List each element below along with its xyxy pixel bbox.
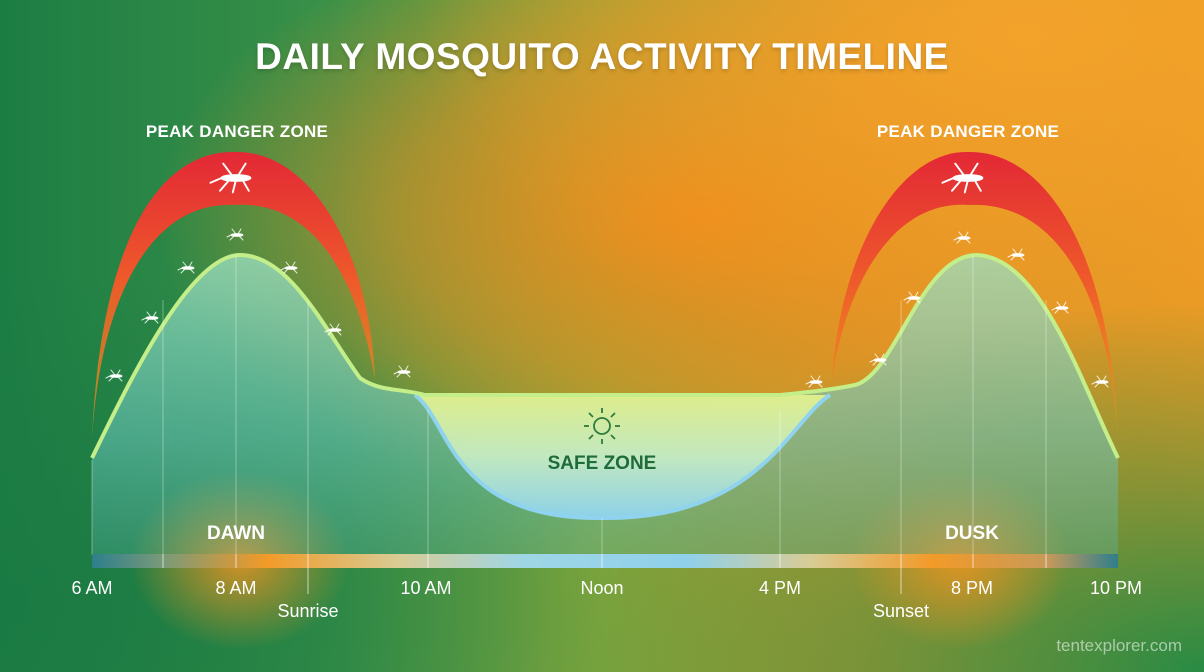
mosquito-icon bbox=[141, 311, 159, 324]
mosquito-icon bbox=[393, 365, 411, 378]
page-title: DAILY MOSQUITO ACTIVITY TIMELINE bbox=[255, 36, 949, 77]
safe-zone-label: SAFE ZONE bbox=[547, 453, 657, 474]
safe-basin bbox=[415, 395, 830, 519]
mosquito-icon bbox=[953, 231, 971, 244]
tick-label: 10 AM bbox=[400, 578, 452, 598]
tick-label: 6 AM bbox=[71, 578, 113, 598]
mosquito-icon bbox=[324, 323, 342, 336]
mosquito-icon bbox=[805, 375, 823, 388]
mosquito-icon bbox=[903, 291, 921, 304]
mosquito-icon bbox=[105, 369, 123, 382]
sunset-label: Sunset bbox=[872, 601, 930, 621]
watermark: tentexplorer.com bbox=[1056, 636, 1182, 655]
activity-curve bbox=[90, 253, 1120, 459]
dawn-label: DAWN bbox=[206, 523, 266, 544]
peak-danger-label-right: PEAK DANGER ZONE bbox=[876, 122, 1060, 141]
peak-danger-label-left: PEAK DANGER ZONE bbox=[145, 122, 329, 141]
dusk-label: DUSK bbox=[945, 523, 999, 544]
mosquito-icon bbox=[1007, 248, 1025, 261]
sun-icon bbox=[584, 408, 620, 444]
danger-arc-left bbox=[92, 151, 375, 440]
mosquito-icon bbox=[1091, 375, 1109, 388]
danger-arc-right bbox=[832, 151, 1118, 440]
timeline-bar bbox=[92, 554, 1118, 568]
sunrise-label: Sunrise bbox=[277, 601, 339, 621]
mosquito-icon bbox=[1051, 301, 1069, 314]
mosquito-icon bbox=[177, 261, 195, 274]
tick-label: 4 PM bbox=[758, 578, 801, 598]
mosquito-icon bbox=[941, 162, 984, 194]
mosquito-icon bbox=[869, 353, 887, 366]
mosquito-icon bbox=[226, 228, 244, 241]
mosquito-icon bbox=[280, 261, 298, 274]
mosquito-icon bbox=[209, 162, 252, 194]
tick-label: 10 PM bbox=[1089, 578, 1143, 598]
tick-label: Noon bbox=[580, 578, 624, 598]
tick-label: 8 PM bbox=[950, 578, 993, 598]
tick-label: 8 AM bbox=[215, 578, 257, 598]
